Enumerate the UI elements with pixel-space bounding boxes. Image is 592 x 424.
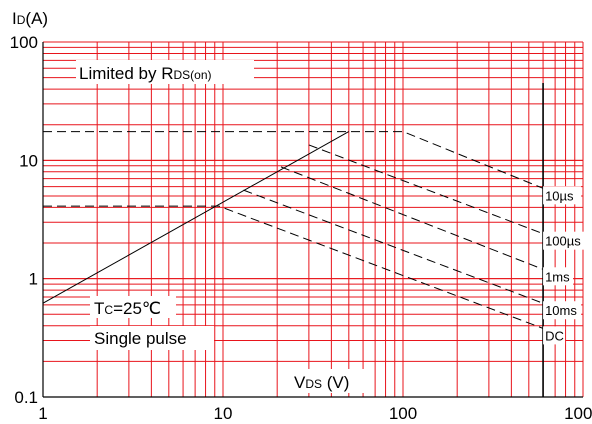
y-tick-label: 1	[29, 270, 38, 289]
x-axis-title: VDS (V)	[294, 373, 349, 392]
series-label: 10µs	[545, 188, 574, 203]
y-axis-title: ID(A)	[12, 9, 48, 28]
series-line	[280, 166, 544, 270]
note-line: TC=25℃	[94, 299, 161, 318]
rds-on-limit-line	[42, 131, 350, 304]
y-tick-label: 0.1	[14, 388, 38, 407]
note-line: Single pulse	[94, 329, 187, 348]
y-tick-label: 10	[19, 151, 38, 170]
series-label-bg	[543, 326, 566, 345]
series-label: 100µs	[545, 234, 581, 249]
annotations: Limited by RDS(on) TC=25℃ Single pulse 10µs…	[12, 9, 590, 392]
y-tick-label: 100	[10, 33, 38, 52]
tick-labels: 11010010001001010.1	[10, 33, 592, 423]
series-label-bg	[543, 267, 574, 286]
series-line	[43, 205, 544, 329]
note-bg-2	[90, 326, 214, 350]
x-axis-title-bg	[290, 369, 374, 393]
series-label-bg	[543, 231, 590, 250]
series-label: 10ms	[545, 303, 577, 318]
curves	[42, 42, 583, 398]
series-line	[308, 144, 544, 235]
series-label: 1ms	[545, 269, 570, 284]
series-line	[243, 189, 544, 304]
note-bg-1	[90, 296, 176, 318]
series-label: DC	[545, 328, 564, 343]
x-tick-label: 1	[38, 404, 47, 423]
limit-label-bg	[76, 60, 254, 84]
series-line	[43, 131, 544, 189]
limit-label: Limited by RDS(on)	[79, 64, 212, 83]
series-label-bg	[543, 186, 582, 205]
x-tick-label: 1000	[564, 404, 592, 423]
x-tick-label: 10	[214, 404, 233, 423]
x-tick-label: 100	[389, 404, 417, 423]
series-label-bg	[543, 301, 582, 320]
